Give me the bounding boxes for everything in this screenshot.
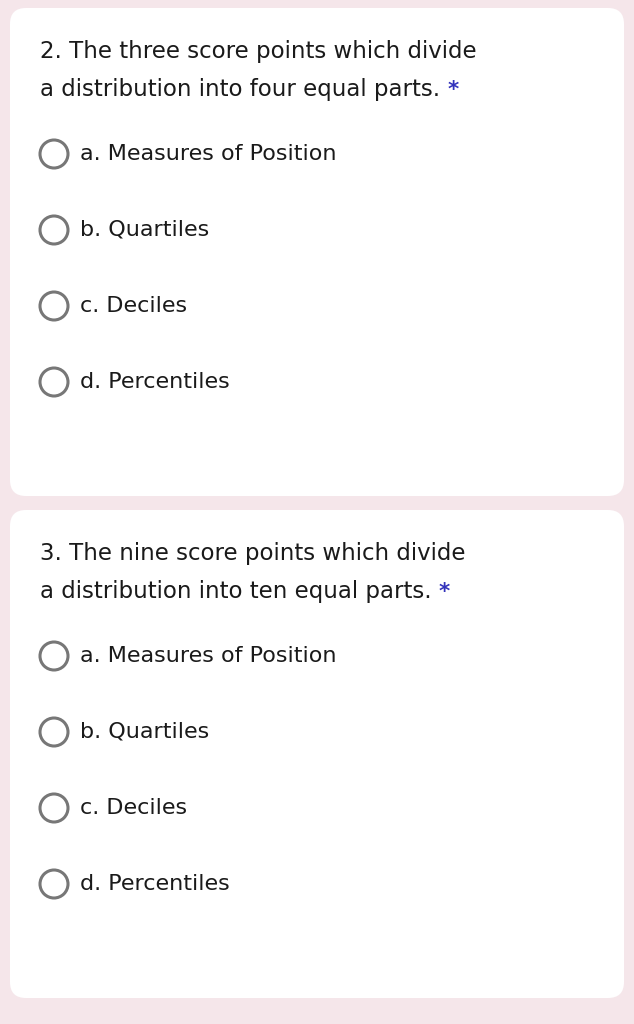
Text: a. Measures of Position: a. Measures of Position — [80, 646, 337, 666]
Text: 3. The nine score points which divide: 3. The nine score points which divide — [40, 542, 465, 565]
FancyBboxPatch shape — [10, 510, 624, 998]
FancyBboxPatch shape — [10, 8, 624, 496]
Text: d. Percentiles: d. Percentiles — [80, 874, 230, 894]
Text: c. Deciles: c. Deciles — [80, 296, 187, 316]
Text: 2. The three score points which divide: 2. The three score points which divide — [40, 40, 477, 63]
Text: *: * — [439, 582, 450, 602]
Text: a. Measures of Position: a. Measures of Position — [80, 144, 337, 164]
Text: *: * — [448, 80, 458, 100]
Text: d. Percentiles: d. Percentiles — [80, 372, 230, 392]
Text: c. Deciles: c. Deciles — [80, 798, 187, 818]
Text: a distribution into four equal parts.: a distribution into four equal parts. — [40, 78, 440, 101]
Text: b. Quartiles: b. Quartiles — [80, 220, 209, 240]
Text: a distribution into ten equal parts.: a distribution into ten equal parts. — [40, 580, 432, 603]
Text: b. Quartiles: b. Quartiles — [80, 722, 209, 742]
